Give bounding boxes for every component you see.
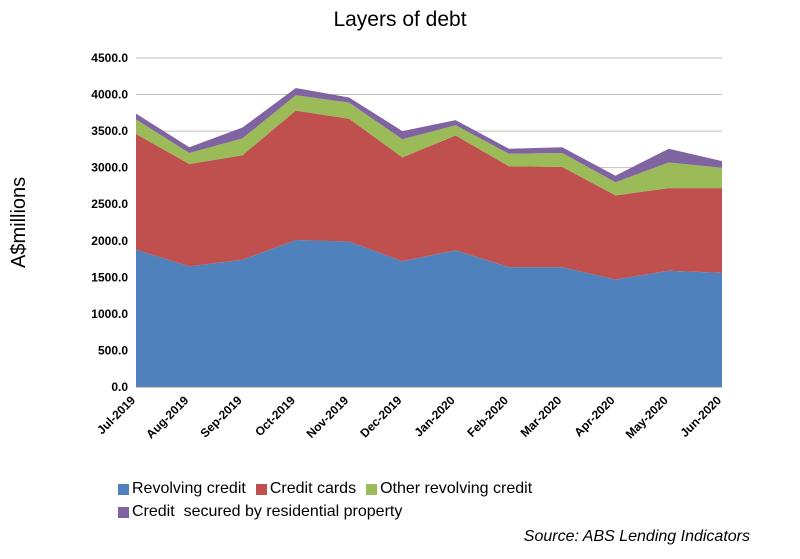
y-tick-label: 1500.0 — [91, 270, 128, 284]
y-tick-label: 1000.0 — [91, 307, 128, 321]
legend-swatch-revolving-credit — [118, 483, 129, 495]
x-tick-label: Oct-2019 — [252, 393, 298, 439]
x-tick-label: Apr-2020 — [571, 393, 617, 439]
y-tick-label: 2000.0 — [91, 234, 128, 248]
area-revolving-credit — [136, 240, 722, 387]
y-tick-label: 0.0 — [111, 380, 128, 394]
x-tick-label: Dec-2019 — [357, 393, 404, 440]
legend-swatch-credit-secured — [118, 506, 129, 518]
chart-title: Layers of debt — [333, 8, 467, 31]
y-tick-label: 3000.0 — [91, 161, 128, 175]
legend-row-1: Revolving credit Credit cards Other revo… — [118, 480, 542, 498]
legend-item-revolving-credit: Revolving credit — [118, 480, 246, 498]
legend-item-credit-cards: Credit cards — [255, 480, 357, 498]
x-tick-label: Jul-2019 — [94, 393, 138, 437]
x-tick-label: Nov-2019 — [304, 393, 352, 441]
legend-label-credit-secured: Credit secured by residential property — [132, 503, 403, 520]
legend-swatch-credit-cards — [255, 483, 267, 495]
legend-swatch-other-revolving-credit — [366, 483, 378, 495]
y-tick-label: 4000.0 — [91, 88, 128, 102]
x-tick-label: Feb-2020 — [464, 393, 511, 440]
legend-row-2: Credit secured by residential property — [118, 503, 412, 521]
x-tick-label: Jan-2020 — [412, 393, 458, 439]
area-credit-cards — [136, 110, 722, 280]
y-tick-label: 500.0 — [98, 343, 128, 357]
legend-label-revolving-credit: Revolving credit — [132, 480, 246, 497]
x-tick-label: Aug-2019 — [143, 393, 191, 441]
y-tick-label: 2500.0 — [91, 197, 128, 211]
x-tick-label: Sep-2019 — [198, 393, 245, 440]
x-tick-label: May-2020 — [623, 393, 671, 441]
area-other-revolving-credit — [136, 95, 722, 196]
legend-item-credit-secured: Credit secured by residential property — [118, 503, 402, 521]
legend-label-other-revolving-credit: Other revolving credit — [380, 480, 533, 497]
x-tick-label: Mar-2020 — [518, 393, 565, 440]
y-tick-label: 4500.0 — [91, 51, 128, 65]
source-note: Source: ABS Lending Indicators — [523, 528, 750, 545]
y-tick-label: 3500.0 — [91, 124, 128, 138]
area-credit-secured-by-residential-property — [136, 88, 722, 183]
legend-label-credit-cards: Credit cards — [269, 480, 357, 497]
legend-item-other-revolving-credit: Other revolving credit — [366, 480, 532, 498]
x-tick-label: Jun-2020 — [677, 393, 724, 440]
